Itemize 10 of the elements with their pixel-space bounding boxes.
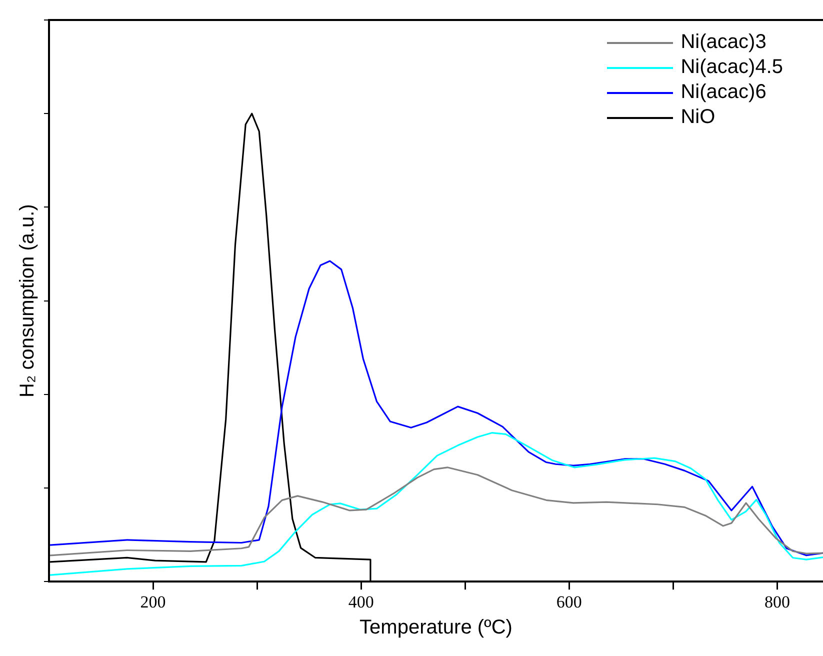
legend-label: Ni(acac)3 bbox=[680, 30, 766, 55]
x-tick-label: 200 bbox=[140, 592, 166, 612]
x-tick-label: 600 bbox=[556, 592, 582, 612]
legend-label: NiO bbox=[680, 105, 716, 130]
x-tick-label: 800 bbox=[764, 592, 790, 612]
x-axis-title: Temperature (ºC) bbox=[360, 616, 512, 639]
legend-label: Ni(acac)6 bbox=[680, 80, 766, 105]
x-tick-label: 400 bbox=[348, 592, 374, 612]
legend-label: Ni(acac)4.5 bbox=[680, 55, 783, 80]
y-axis-title: H₂ consumption (a.u.) bbox=[16, 204, 39, 398]
